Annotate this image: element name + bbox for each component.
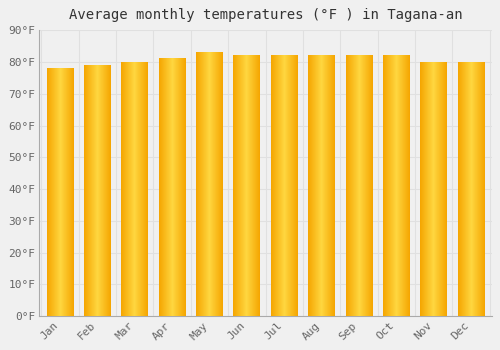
Title: Average monthly temperatures (°F ) in Tagana-an: Average monthly temperatures (°F ) in Ta… xyxy=(69,8,462,22)
